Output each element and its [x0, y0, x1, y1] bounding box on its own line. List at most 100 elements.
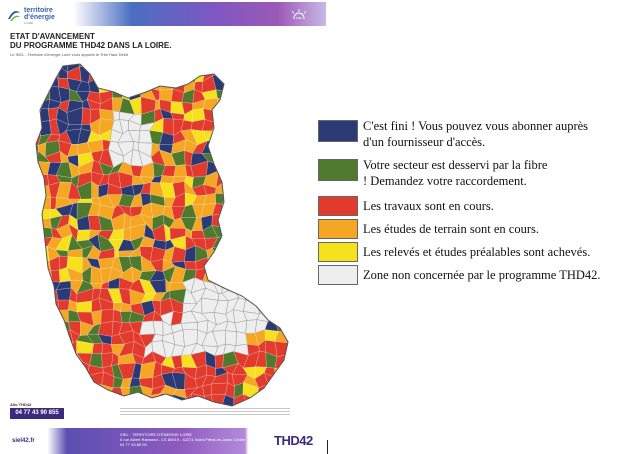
- commune-area: [141, 300, 155, 316]
- commune-area: [139, 270, 157, 282]
- commune-area: [255, 319, 268, 334]
- commune-border: [267, 185, 279, 196]
- commune-border: [36, 313, 50, 324]
- commune-area: [267, 309, 281, 322]
- commune-border: [88, 202, 101, 216]
- commune-area: [118, 71, 132, 83]
- commune-border: [59, 151, 69, 163]
- commune-border: [151, 292, 167, 302]
- commune-border: [49, 255, 61, 272]
- commune-area: [274, 298, 288, 314]
- commune-area: [108, 171, 121, 189]
- commune-border: [211, 130, 229, 145]
- commune-area: [151, 202, 165, 218]
- commune-border: [149, 193, 166, 207]
- commune-border: [222, 131, 239, 145]
- commune-area: [139, 320, 156, 335]
- commune-area: [285, 376, 288, 387]
- commune-area: [184, 245, 196, 262]
- commune-border: [66, 66, 82, 82]
- commune-border: [150, 246, 167, 263]
- commune-border: [56, 214, 70, 230]
- commune-area: [265, 193, 279, 210]
- commune-area: [77, 202, 93, 220]
- commune-area: [227, 257, 239, 273]
- commune-area: [36, 310, 37, 323]
- commune-area: [48, 310, 59, 321]
- commune-area: [201, 119, 216, 131]
- commune-area: [118, 341, 135, 357]
- commune-area: [56, 175, 73, 183]
- commune-area: [140, 64, 155, 68]
- commune-border: [36, 141, 39, 152]
- commune-area: [91, 171, 104, 186]
- commune-border: [170, 235, 186, 251]
- commune-border: [89, 108, 101, 125]
- commune-area: [222, 68, 236, 82]
- commune-border: [150, 175, 163, 183]
- commune-area: [180, 322, 198, 330]
- commune-border: [194, 81, 203, 94]
- commune-area: [88, 215, 102, 231]
- commune-area: [222, 175, 240, 183]
- commune-border: [36, 205, 39, 220]
- commune-area: [99, 90, 113, 104]
- commune-area: [257, 259, 269, 268]
- commune-border: [46, 237, 63, 251]
- commune-area: [130, 149, 143, 167]
- commune-area: [76, 280, 94, 294]
- commune-area: [111, 119, 123, 134]
- commune-area: [81, 107, 91, 125]
- commune-area: [160, 290, 170, 302]
- commune-area: [68, 162, 80, 178]
- commune-border: [171, 366, 186, 374]
- footer-website[interactable]: siel42.fr: [12, 438, 35, 444]
- commune-border: [242, 181, 260, 198]
- commune-area: [152, 311, 163, 322]
- commune-border: [78, 159, 94, 175]
- commune-border: [58, 99, 70, 113]
- commune-border: [130, 205, 143, 218]
- commune-border: [97, 257, 115, 270]
- commune-border: [36, 66, 42, 83]
- commune-area: [218, 293, 229, 301]
- commune-border: [140, 64, 155, 69]
- phone-box: Allo THD42 04 77 43 90 855: [10, 402, 64, 420]
- commune-border: [47, 309, 59, 322]
- commune-border: [170, 112, 185, 121]
- commune-area: [129, 311, 145, 323]
- commune-border: [227, 246, 240, 260]
- commune-area: [245, 144, 258, 155]
- commune-area: [289, 161, 298, 172]
- commune-area: [169, 217, 186, 229]
- commune-border: [154, 108, 164, 123]
- commune-area: [232, 117, 246, 135]
- commune-border: [165, 279, 171, 293]
- commune-border: [140, 255, 157, 273]
- commune-area: [245, 319, 257, 334]
- commune-border: [77, 128, 92, 145]
- commune-area: [171, 88, 185, 103]
- commune-area: [256, 91, 269, 101]
- phone-number[interactable]: 04 77 43 90 855: [15, 410, 59, 416]
- commune-border: [200, 203, 217, 218]
- commune-area: [192, 175, 207, 189]
- commune-border: [97, 234, 115, 252]
- commune-border: [141, 300, 156, 317]
- commune-area: [169, 227, 186, 240]
- commune-border: [69, 329, 81, 343]
- commune-area: [101, 352, 114, 368]
- commune-area: [161, 356, 175, 369]
- commune-area: [149, 279, 167, 293]
- commune-area: [276, 122, 288, 131]
- commune-border: [109, 394, 125, 406]
- commune-border: [97, 230, 114, 241]
- commune-area: [98, 194, 115, 209]
- commune-area: [276, 110, 288, 125]
- commune-area: [142, 311, 155, 322]
- commune-area: [222, 351, 239, 368]
- commune-border: [285, 366, 288, 379]
- commune-border: [58, 130, 72, 145]
- commune-area: [150, 385, 166, 396]
- commune-border: [159, 88, 174, 102]
